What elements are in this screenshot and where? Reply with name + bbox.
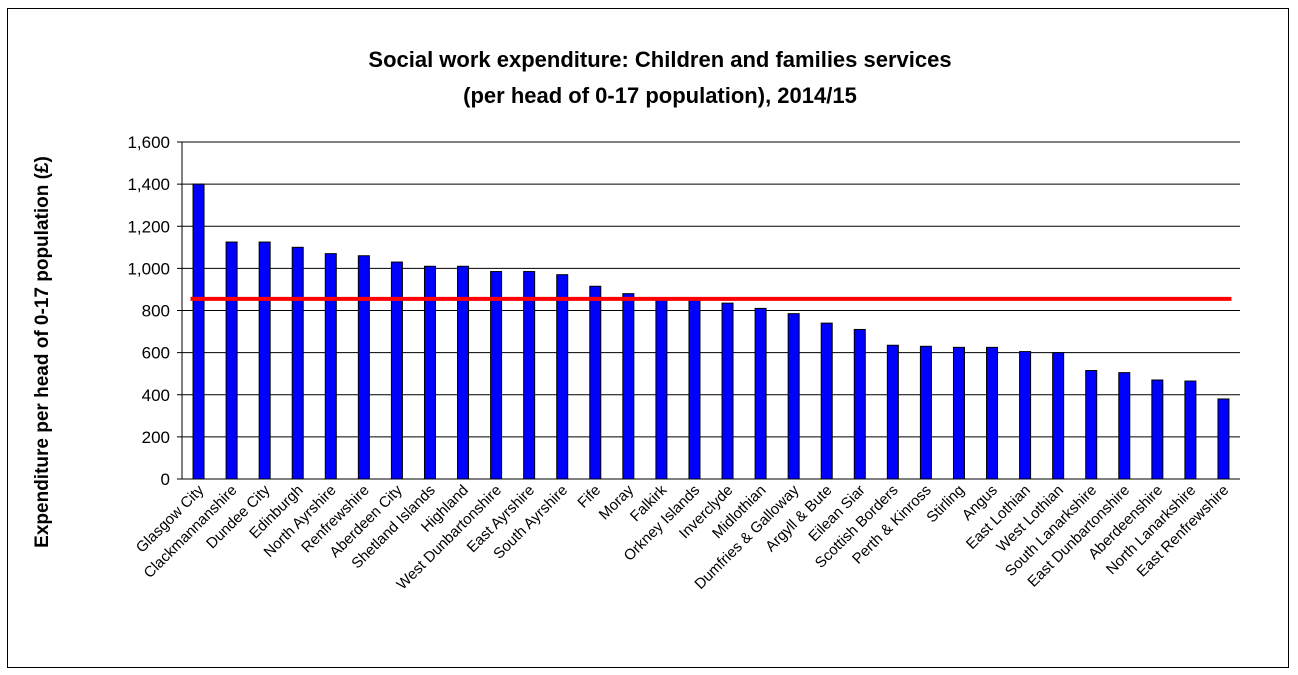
bars — [192, 183, 1230, 480]
bar — [291, 246, 304, 480]
y-tick-label: 1,000 — [127, 259, 170, 278]
chart-title: Social work expenditure: Children and fa… — [368, 47, 951, 72]
bar — [787, 313, 800, 480]
bar-chart: Social work expenditure: Children and fa… — [32, 47, 1240, 593]
bar — [225, 241, 238, 480]
bar — [853, 328, 866, 480]
y-tick-label: 200 — [142, 428, 170, 447]
y-tick-label: 1,600 — [127, 133, 170, 152]
y-axis-label: Expenditure per head of 0-17 population … — [32, 156, 53, 548]
bar — [556, 274, 569, 480]
y-tick-label: 1,400 — [127, 175, 170, 194]
bar — [886, 344, 899, 480]
bar — [357, 255, 370, 480]
bar — [1217, 398, 1230, 480]
chart-frame: Social work expenditure: Children and fa… — [7, 8, 1289, 668]
y-tick-label: 1,200 — [127, 217, 170, 236]
y-tick-label: 600 — [142, 344, 170, 363]
y-tick-labels: 0 200 400 600 800 1,000 1,200 1,400 1,600 — [127, 133, 170, 489]
bar — [1184, 380, 1197, 480]
bar — [324, 253, 337, 480]
chart-subtitle: (per head of 0-17 population), 2014/15 — [463, 83, 857, 108]
bar — [390, 261, 403, 480]
axes — [181, 142, 1240, 480]
bar — [523, 271, 536, 480]
bar — [1118, 372, 1131, 480]
bar — [655, 298, 668, 480]
bar — [1052, 352, 1065, 480]
bar — [1019, 351, 1032, 480]
bar — [1151, 379, 1164, 480]
bar — [490, 271, 503, 480]
y-tick-label: 0 — [161, 470, 170, 489]
bar — [820, 322, 833, 480]
bar — [754, 307, 767, 480]
bar — [258, 241, 271, 480]
bar — [952, 346, 965, 480]
x-tick-label: Stirling — [923, 482, 967, 526]
bar — [688, 299, 701, 480]
bar — [919, 345, 932, 480]
bar — [192, 183, 205, 480]
y-tick-label: 400 — [142, 386, 170, 405]
bar — [986, 346, 999, 480]
bar — [589, 285, 602, 480]
bar — [721, 302, 734, 480]
y-tick-label: 800 — [142, 302, 170, 321]
bar — [1085, 370, 1098, 480]
bar — [622, 293, 635, 480]
